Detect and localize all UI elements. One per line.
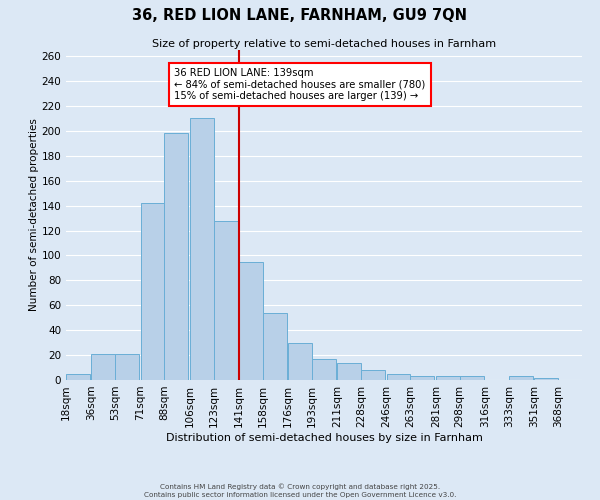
Bar xyxy=(460,376,484,380)
Bar xyxy=(534,378,558,380)
Bar xyxy=(509,376,533,380)
Bar xyxy=(312,359,336,380)
Bar xyxy=(239,262,263,380)
Bar xyxy=(91,354,115,380)
Bar xyxy=(164,134,188,380)
Text: 36, RED LION LANE, FARNHAM, GU9 7QN: 36, RED LION LANE, FARNHAM, GU9 7QN xyxy=(133,8,467,22)
X-axis label: Distribution of semi-detached houses by size in Farnham: Distribution of semi-detached houses by … xyxy=(166,432,482,442)
Bar xyxy=(190,118,214,380)
Bar xyxy=(214,220,238,380)
Bar xyxy=(115,354,139,380)
Bar xyxy=(263,313,287,380)
Bar xyxy=(140,203,164,380)
Bar xyxy=(361,370,385,380)
Bar xyxy=(436,376,460,380)
Text: Contains HM Land Registry data © Crown copyright and database right 2025.
Contai: Contains HM Land Registry data © Crown c… xyxy=(144,484,456,498)
Bar xyxy=(410,376,434,380)
Bar xyxy=(337,362,361,380)
Y-axis label: Number of semi-detached properties: Number of semi-detached properties xyxy=(29,118,38,312)
Bar xyxy=(386,374,410,380)
Bar xyxy=(66,374,90,380)
Title: Size of property relative to semi-detached houses in Farnham: Size of property relative to semi-detach… xyxy=(152,39,496,49)
Text: 36 RED LION LANE: 139sqm
← 84% of semi-detached houses are smaller (780)
15% of : 36 RED LION LANE: 139sqm ← 84% of semi-d… xyxy=(175,68,425,102)
Bar xyxy=(288,342,312,380)
